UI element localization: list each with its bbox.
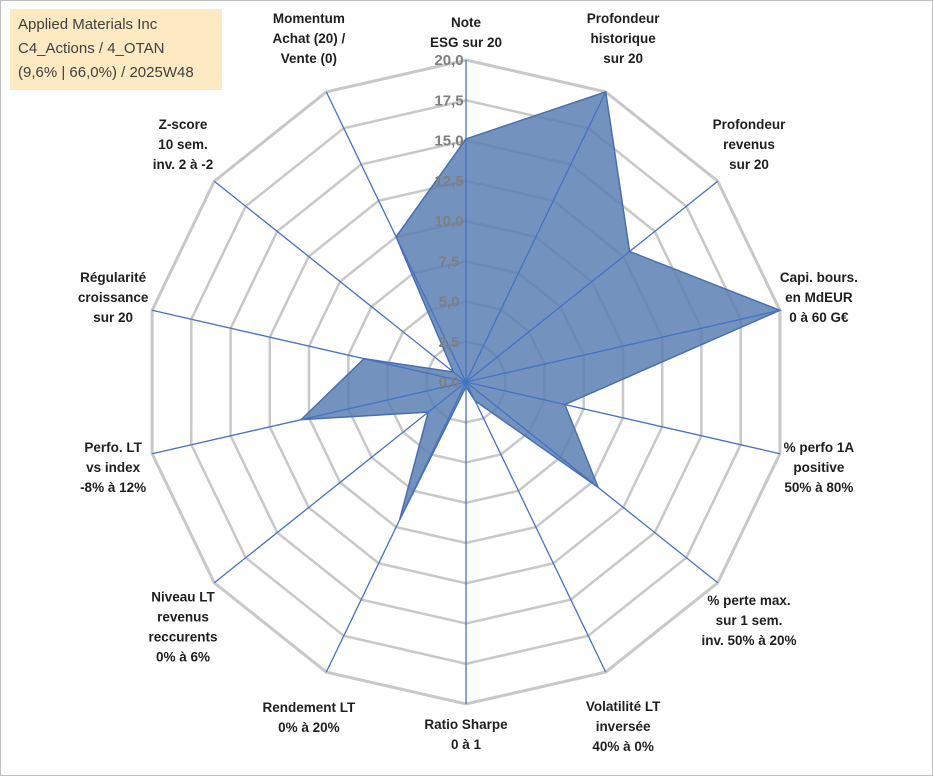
title-box: Applied Materials Inc C4_Actions / 4_OTA… — [10, 9, 222, 90]
tick-label: 10,0 — [434, 213, 463, 230]
spoke-layer — [151, 60, 781, 704]
tick-label: 7,5 — [439, 253, 460, 270]
axis-label: Note ESG sur 20 — [430, 15, 502, 50]
title-company: Applied Materials Inc — [18, 16, 158, 33]
axis-label: Rendement LT 0% à 20% — [263, 700, 357, 735]
axis-spoke — [465, 381, 607, 673]
tick-label: 5,0 — [439, 294, 460, 311]
axis-spoke — [151, 381, 467, 455]
axis-spoke — [325, 91, 467, 383]
axis-spoke — [465, 381, 719, 584]
label-layer: Note ESG sur 20 Profondeur historique sur 20… — [78, 11, 858, 754]
axis-spoke — [465, 91, 607, 383]
axis-label: Ratio Sharpe 0 à 1 — [424, 717, 508, 752]
axis-label: Profondeur revenus sur 20 — [713, 117, 786, 172]
axis-label: Volatilité LT inversée 40% à 0% — [586, 699, 661, 754]
axis-spoke — [465, 309, 781, 383]
axis-label: Perfo. LT vs index -8% à 12% — [80, 440, 146, 495]
title-stats: (9,6% | 66,0%) / 2025W48 — [18, 64, 194, 81]
tick-label: 0,0 — [439, 374, 460, 391]
axis-spoke — [325, 381, 467, 673]
axis-spoke — [151, 309, 467, 383]
axis-label: % perte max. sur 1 sem. inv. 50% à 20% — [701, 593, 796, 648]
axis-label: Profondeur historique sur 20 — [587, 11, 660, 66]
tick-label: 15,0 — [434, 133, 463, 150]
axis-spoke — [465, 180, 719, 383]
tick-layer: 0,0 2,5 5,0 7,5 10,0 12,5 15,0 17,5 20,0 — [434, 52, 463, 391]
axis-spoke — [213, 381, 467, 584]
tick-label: 20,0 — [434, 52, 463, 69]
axis-spoke — [465, 381, 781, 455]
axis-label: Capi. bours. en MdEUR 0 à 60 G€ — [780, 270, 858, 325]
tick-label: 12,5 — [434, 173, 463, 190]
title-category: C4_Actions / 4_OTAN — [18, 40, 165, 57]
axis-label: Niveau LT revenus reccurents 0% à 6% — [148, 589, 217, 664]
axis-label: Momentum Achat (20) / Vente (0) — [273, 11, 346, 66]
tick-label: 17,5 — [434, 92, 463, 109]
tick-label: 2,5 — [439, 334, 460, 351]
axis-label: % perfo 1A positive 50% à 80% — [784, 440, 855, 495]
axis-label: Z-score 10 sem. inv. 2 à -2 — [153, 117, 214, 172]
axis-spoke — [213, 180, 467, 383]
axis-label: Régularité croissance sur 20 — [78, 270, 149, 325]
